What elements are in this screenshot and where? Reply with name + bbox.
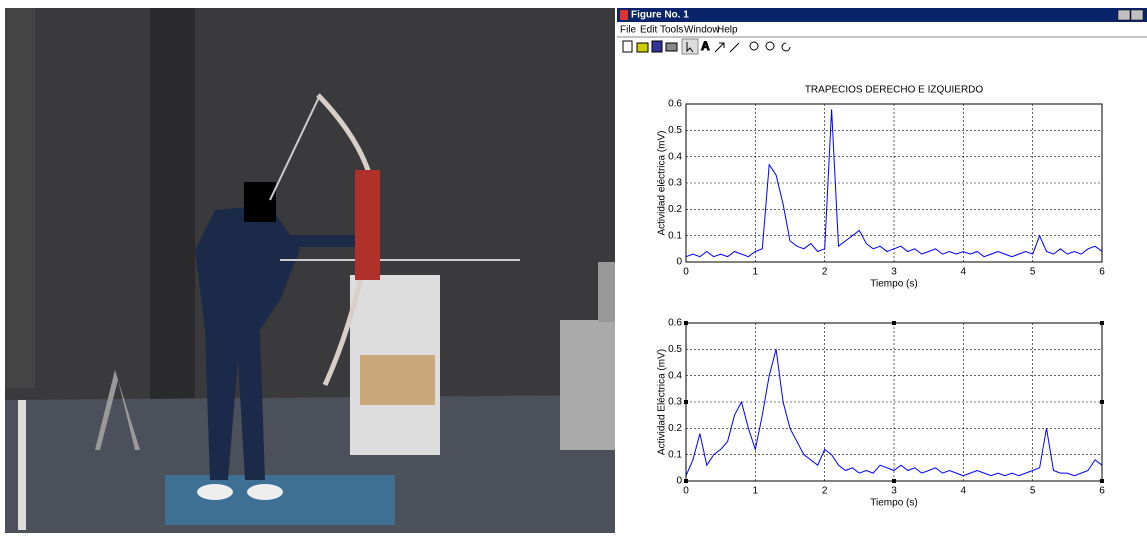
y-tick-label: 0.5	[668, 344, 682, 355]
x-axis-label: Tiempo (s)	[870, 498, 917, 509]
x-tick-label: 1	[753, 486, 759, 497]
x-tick-label: 4	[961, 267, 967, 278]
figure-window	[617, 8, 1147, 533]
window-icon	[620, 10, 628, 20]
y-tick-label: 0.2	[668, 423, 682, 434]
selection-handle	[684, 321, 688, 325]
x-axis-label: Tiempo (s)	[870, 279, 917, 290]
y-tick-label: 0.1	[668, 230, 682, 241]
maximize-button[interactable]	[1130, 9, 1144, 21]
menu-item[interactable]: Window	[684, 25, 720, 36]
selection-handle	[892, 479, 896, 483]
tool-new[interactable]	[622, 40, 633, 53]
selection-handle	[684, 400, 688, 404]
x-tick-label: 0	[683, 267, 689, 278]
window-title: Figure No. 1	[631, 10, 689, 21]
tool-print[interactable]	[665, 42, 678, 52]
selection-handle	[684, 479, 688, 483]
title-bar	[617, 8, 1147, 22]
toolbar: A	[622, 38, 791, 55]
menu-item[interactable]: Tools	[660, 25, 683, 36]
y-tick-label: 0.5	[668, 125, 682, 136]
selection-handle	[1100, 321, 1104, 325]
axes-box	[685, 103, 1103, 263]
y-tick-label: 0.4	[668, 370, 682, 381]
selection-handle	[892, 321, 896, 325]
tool-text[interactable]: A	[701, 39, 711, 54]
x-tick-label: 3	[891, 267, 897, 278]
signal-line	[685, 109, 1103, 258]
y-tick-label: 0.4	[668, 151, 682, 162]
signal-line	[685, 349, 1103, 477]
x-tick-label: 5	[1030, 267, 1036, 278]
menu-item[interactable]: Help	[717, 25, 738, 36]
x-tick-label: 6	[1099, 267, 1105, 278]
x-tick-label: 1	[753, 267, 759, 278]
tool-zoom-out[interactable]	[765, 41, 775, 51]
y-axis-label: Actividad Eléctrica (mV)	[657, 349, 668, 455]
y-tick-label: 0.3	[668, 397, 682, 408]
tool-rotate[interactable]	[781, 42, 791, 52]
selection-handle	[1100, 400, 1104, 404]
menu-item[interactable]: Edit	[640, 25, 657, 36]
x-tick-label: 3	[891, 486, 897, 497]
chart-title: TRAPECIOS DERECHO E IZQUIERDO	[805, 85, 984, 96]
y-tick-label: 0.3	[668, 178, 682, 189]
selection-handle	[1100, 479, 1104, 483]
tool-arrow	[686, 42, 694, 53]
tool-line[interactable]	[729, 42, 740, 53]
photo	[5, 8, 615, 533]
y-tick-label: 0	[676, 476, 682, 487]
y-axis-label: Actividad eléctrica (mV)	[657, 130, 668, 235]
y-tick-label: 0	[676, 257, 682, 268]
x-tick-label: 4	[961, 486, 967, 497]
y-tick-label: 0.6	[668, 318, 682, 329]
tool-select[interactable]	[681, 38, 699, 55]
tool-zoom-in[interactable]	[749, 41, 759, 51]
tool-open[interactable]	[636, 42, 649, 53]
x-tick-label: 2	[822, 486, 828, 497]
minimize-button[interactable]	[1117, 9, 1131, 21]
tool-arrow-line[interactable]	[714, 42, 725, 53]
y-tick-label: 0.1	[668, 449, 682, 460]
x-tick-label: 5	[1030, 486, 1036, 497]
y-tick-label: 0.6	[668, 99, 682, 110]
x-tick-label: 0	[683, 486, 689, 497]
x-tick-label: 2	[822, 267, 828, 278]
menu-bar	[617, 22, 1147, 36]
x-tick-label: 6	[1099, 486, 1105, 497]
y-tick-label: 0.2	[668, 204, 682, 215]
tool-save[interactable]	[651, 40, 663, 53]
menu-item[interactable]: File	[620, 25, 637, 36]
